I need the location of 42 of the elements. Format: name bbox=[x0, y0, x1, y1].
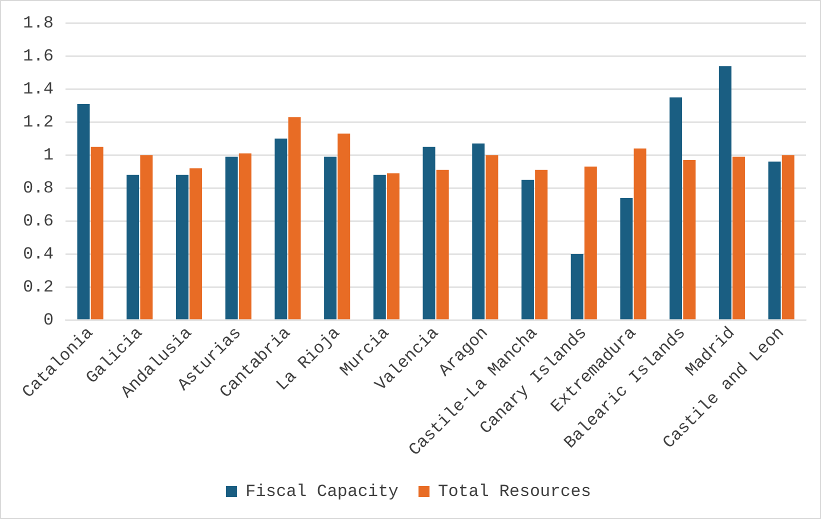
bar bbox=[386, 173, 400, 320]
y-tick-label: 0.6 bbox=[22, 212, 54, 232]
bar bbox=[768, 162, 781, 320]
y-tick-label: 0.8 bbox=[22, 180, 54, 199]
bar bbox=[634, 148, 646, 320]
bar bbox=[373, 174, 386, 320]
bar bbox=[436, 170, 449, 320]
y-tick-label: 1 bbox=[43, 146, 54, 166]
legend-label: Fiscal Capacity bbox=[245, 483, 399, 502]
bar bbox=[570, 254, 584, 320]
y-tick-label: 0.4 bbox=[22, 246, 54, 264]
bar bbox=[718, 66, 732, 320]
bar bbox=[732, 156, 745, 320]
legend-label: Total Resources bbox=[438, 483, 592, 502]
y-tick-label: 1.2 bbox=[22, 114, 54, 133]
bar bbox=[486, 155, 498, 320]
bar bbox=[190, 168, 202, 320]
y-tick-label: 1.6 bbox=[22, 48, 54, 67]
bar bbox=[176, 174, 188, 320]
bar bbox=[782, 155, 794, 320]
bar bbox=[274, 138, 288, 320]
bar bbox=[422, 146, 436, 320]
bar bbox=[90, 146, 104, 320]
bar bbox=[225, 156, 238, 320]
bar bbox=[77, 104, 90, 320]
bar bbox=[238, 153, 252, 320]
bar bbox=[683, 160, 696, 320]
bar bbox=[126, 174, 140, 320]
y-tick-label: 0 bbox=[43, 311, 54, 330]
bar bbox=[338, 134, 350, 320]
bar bbox=[535, 170, 548, 320]
bar bbox=[670, 97, 682, 320]
bar bbox=[288, 117, 301, 320]
y-tick-label: 1.8 bbox=[22, 14, 54, 34]
bar bbox=[472, 144, 485, 320]
bar bbox=[620, 198, 633, 320]
bar bbox=[521, 180, 534, 320]
bar bbox=[140, 155, 153, 320]
bar bbox=[584, 166, 597, 320]
y-tick-label: 0.2 bbox=[22, 278, 54, 298]
bar bbox=[324, 156, 337, 320]
y-tick-label: 1.4 bbox=[22, 80, 54, 100]
